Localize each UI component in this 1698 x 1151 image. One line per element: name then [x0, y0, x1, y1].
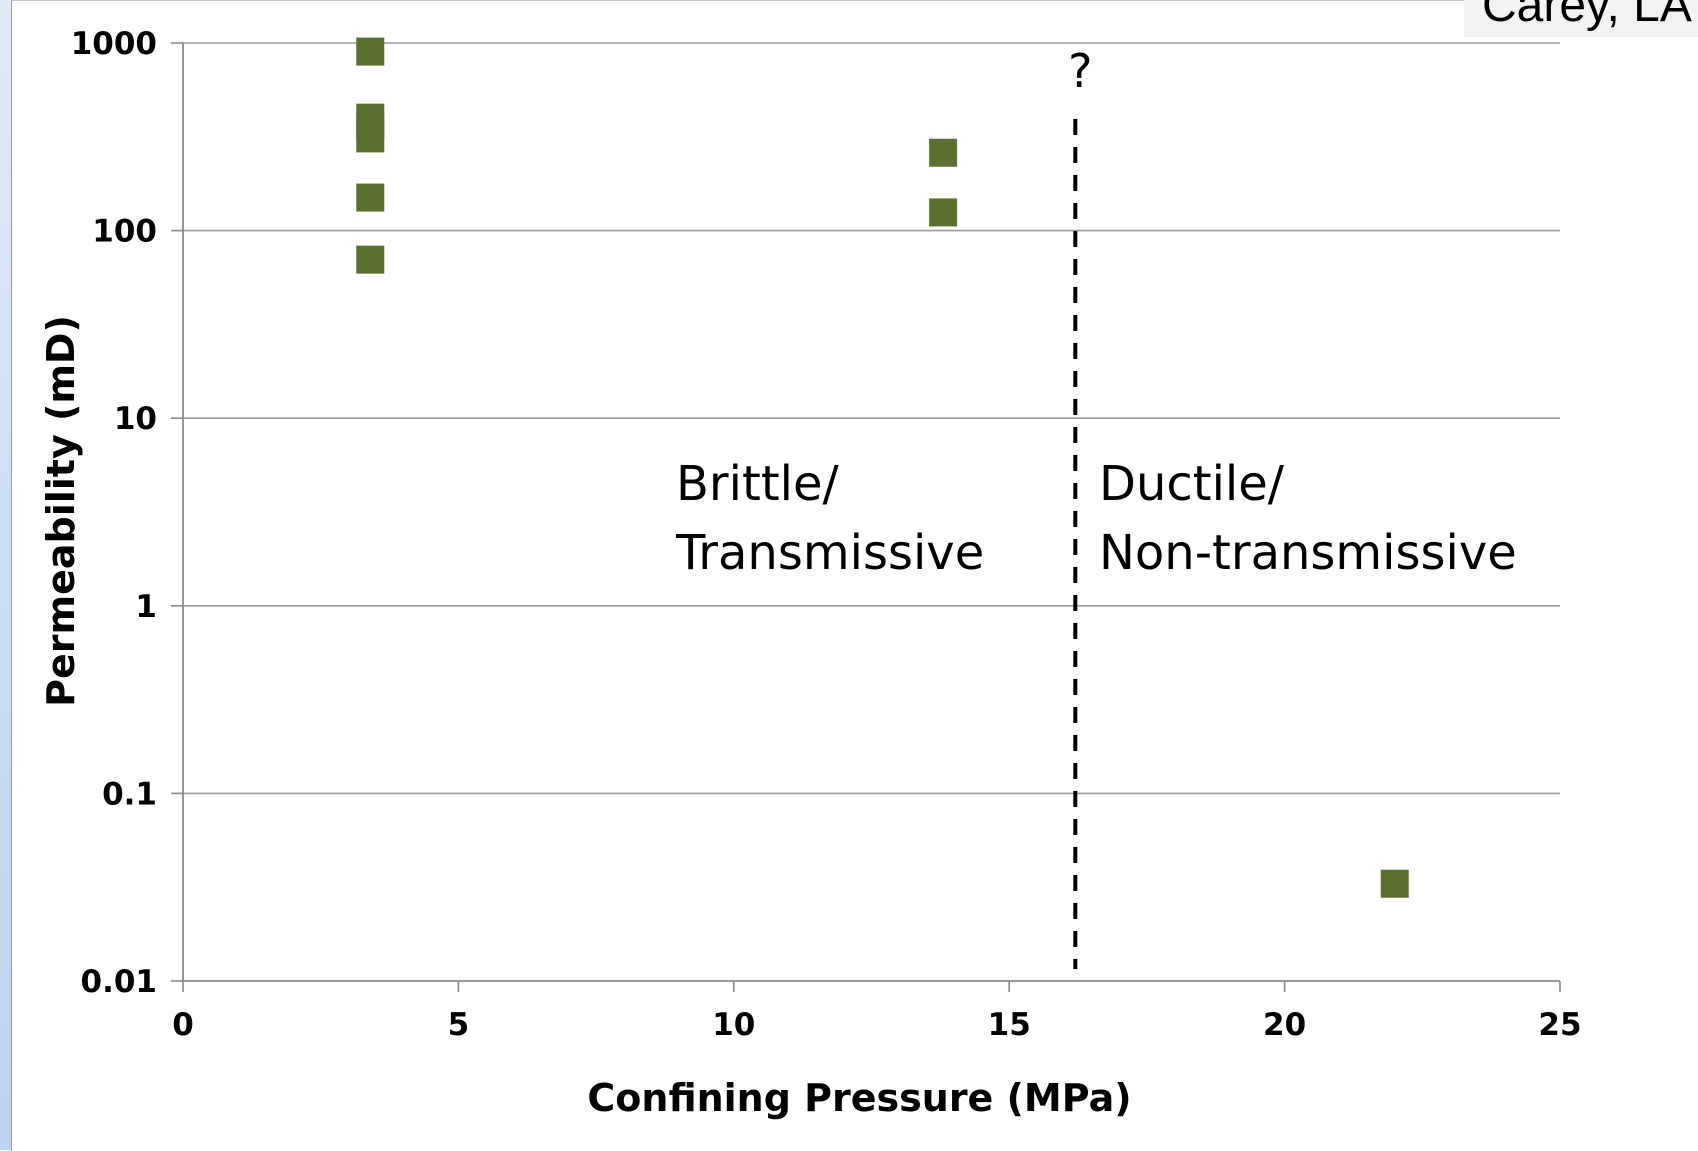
y-axis-title: Permeability (mD) — [39, 315, 83, 707]
grid-lines — [183, 42, 1560, 795]
scatter-chart: 0.01 0.1 1 10 100 1000 0 5 10 15 20 25 ? Brittle/T… — [39, 26, 1582, 1120]
y-tick-label: 100 — [92, 214, 157, 250]
x-tick-label: 0 — [172, 1007, 194, 1043]
ductile-annotation-line: Ductile/ — [1099, 456, 1285, 512]
x-tick-label: 25 — [1538, 1007, 1581, 1043]
data-point — [356, 245, 385, 274]
chart-frame: Carey, LA 0.01 0.1 1 10 100 1000 0 5 10 15 20 25 ?… — [11, 0, 1698, 1151]
data-point — [1380, 869, 1409, 898]
y-tick-label: 1000 — [71, 26, 157, 62]
slide-edge-strip — [0, 0, 11, 1150]
data-point — [356, 37, 385, 66]
data-point — [929, 198, 958, 227]
data-point — [356, 124, 385, 153]
y-tick-label: 0.1 — [102, 776, 157, 812]
divider-question-mark: ? — [1068, 44, 1092, 98]
citation-caption: Carey, LA — [1464, 0, 1698, 37]
regime-divider: ? — [1068, 44, 1093, 969]
y-tick-label: 0.01 — [81, 964, 158, 1000]
y-tick-label: 10 — [114, 401, 157, 437]
x-tick-labels: 0 5 10 15 20 25 — [172, 1007, 1581, 1043]
data-point — [356, 183, 385, 212]
x-tick-label: 5 — [448, 1007, 470, 1043]
axes — [171, 42, 1561, 992]
data-points — [356, 37, 1409, 898]
regime-annotations: Brittle/Transmissive Ductile/Non-transmis… — [664, 453, 1517, 603]
y-tick-label: 1 — [135, 589, 157, 625]
x-axis-title: Confining Pressure (MPa) — [587, 1076, 1131, 1120]
data-point — [929, 138, 958, 167]
annotation-background — [664, 453, 1064, 603]
x-tick-label: 20 — [1263, 1007, 1306, 1043]
x-tick-label: 10 — [712, 1007, 755, 1043]
brittle-annotation-line: Brittle/ — [676, 456, 840, 512]
brittle-annotation-line: Transmissive — [675, 525, 984, 581]
ductile-annotation-line: Non-transmissive — [1099, 525, 1517, 581]
y-tick-labels: 0.01 0.1 1 10 100 1000 — [71, 26, 157, 1000]
x-tick-label: 15 — [988, 1007, 1031, 1043]
